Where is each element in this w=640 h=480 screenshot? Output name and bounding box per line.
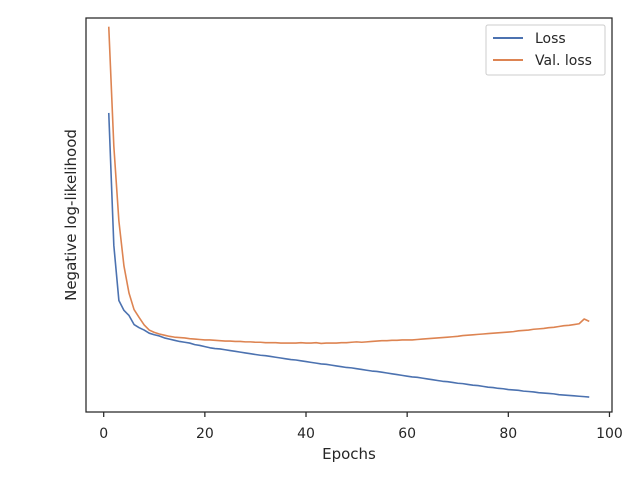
series-line-val-loss [107, 26, 590, 345]
x-tick-label: 100 [596, 426, 623, 442]
y-axis-label: Negative log-likelihood [62, 129, 80, 301]
legend-label-val-loss: Val. loss [535, 53, 592, 69]
x-tick-label: 20 [196, 426, 214, 442]
legend-label-loss: Loss [535, 31, 566, 47]
x-tick-label: 0 [99, 426, 108, 442]
axes-frame [85, 17, 613, 413]
x-axis: 0 20 40 60 80 100 [99, 412, 623, 442]
x-tick-label: 40 [297, 426, 315, 442]
x-axis-label: Epochs [322, 445, 376, 463]
plot-area [107, 26, 590, 398]
series-line-loss [107, 112, 590, 398]
legend: Loss Val. loss [485, 24, 606, 76]
x-tick-label: 60 [398, 426, 416, 442]
x-tick-label: 80 [499, 426, 517, 442]
